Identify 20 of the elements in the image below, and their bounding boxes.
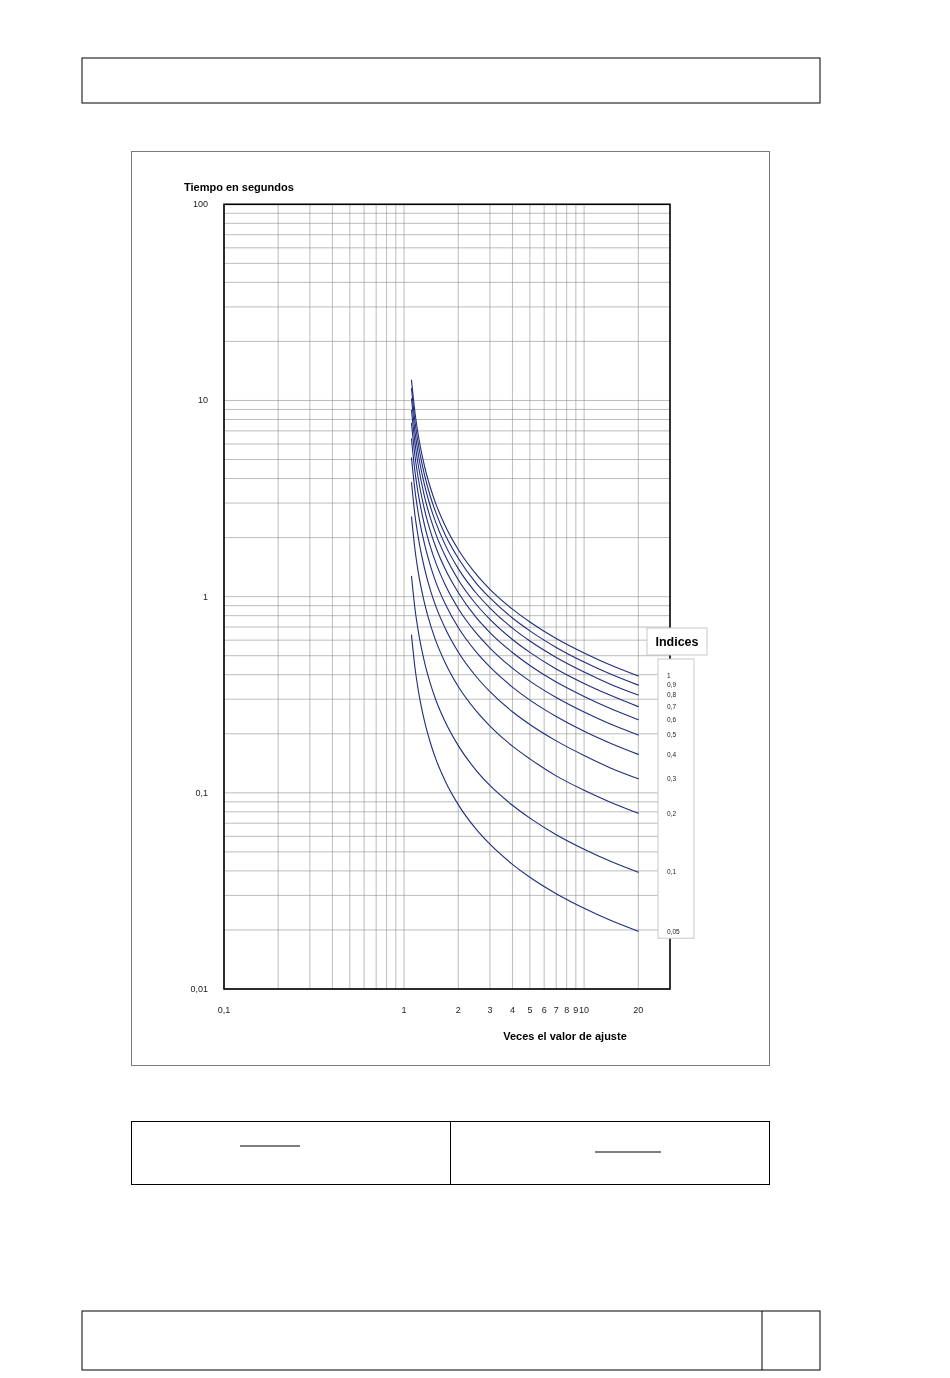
x-tick-label: 1: [401, 1005, 407, 1015]
x-tick-label: 7: [553, 1005, 559, 1015]
x-tick-label: 2: [455, 1005, 461, 1015]
y-tick-label: 0,1: [195, 787, 208, 798]
y-tick-label: 1: [202, 591, 208, 602]
x-tick-label: 8: [564, 1005, 570, 1015]
x-tick-label: 9: [573, 1005, 579, 1015]
x-tick-label: 0,1: [217, 1005, 231, 1015]
y-tick-label: 0,01: [190, 984, 208, 994]
x-tick-label: 5: [527, 1005, 533, 1015]
y-tick-label: 10: [197, 395, 208, 406]
x-axis-title: Veces el valor de ajuste: [503, 1030, 627, 1042]
y-axis-title: Tiempo en segundos: [184, 181, 294, 193]
x-tick-label: 20: [633, 1005, 644, 1015]
y-tick-label: 100: [192, 199, 208, 210]
legend-title: Indices: [655, 635, 699, 649]
x-tick-label: 3: [487, 1005, 493, 1015]
x-tick-label: 6: [541, 1005, 547, 1015]
x-tick-label: 4: [509, 1005, 515, 1015]
x-tick-label: 10: [579, 1005, 590, 1015]
